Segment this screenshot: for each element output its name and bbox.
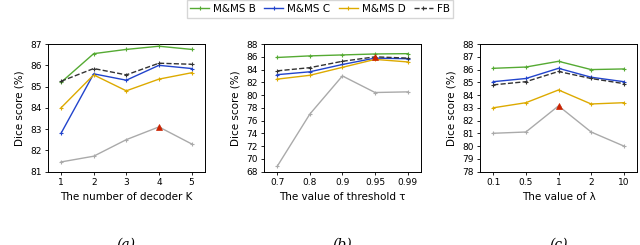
- Y-axis label: Dice score (%): Dice score (%): [447, 70, 457, 146]
- Legend: M&MS B, M&MS C, M&MS D, FB: M&MS B, M&MS C, M&MS D, FB: [187, 0, 453, 18]
- X-axis label: The number of decoder K: The number of decoder K: [60, 192, 193, 202]
- Text: (b): (b): [333, 238, 352, 245]
- Y-axis label: Dice score (%): Dice score (%): [15, 70, 25, 146]
- Text: (c): (c): [549, 238, 568, 245]
- X-axis label: The value of λ: The value of λ: [522, 192, 595, 202]
- Text: (a): (a): [116, 238, 136, 245]
- X-axis label: The value of threshold τ: The value of threshold τ: [279, 192, 406, 202]
- Y-axis label: Dice score (%): Dice score (%): [231, 70, 241, 146]
